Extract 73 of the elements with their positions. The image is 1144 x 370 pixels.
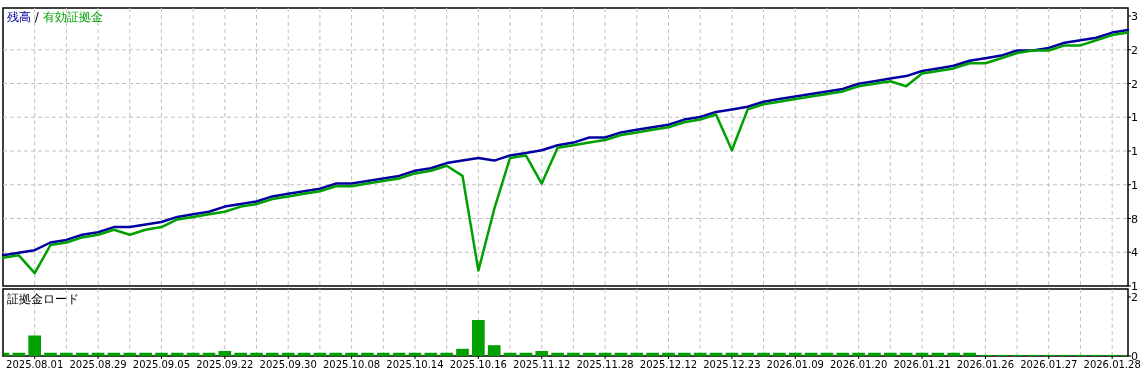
- text: 1: [1131, 111, 1138, 125]
- bar: [852, 352, 865, 356]
- bar: [678, 352, 691, 356]
- bar: [582, 352, 596, 356]
- text: 有効証拠金: [42, 10, 103, 24]
- x-tick-label: 2025.10.14: [386, 359, 444, 370]
- chart-subtitle: /: [31, 10, 43, 24]
- bar: [345, 352, 358, 356]
- text: 1: [1131, 280, 1138, 293]
- x-tick-label: 2025.09.30: [259, 359, 317, 370]
- bar: [630, 352, 644, 356]
- bar: [123, 352, 137, 356]
- bar: [836, 352, 850, 356]
- bar: [170, 352, 184, 356]
- x-tick-label: 2026.01.27: [1020, 359, 1078, 370]
- x-tick-label: 2025.08.01: [6, 359, 64, 370]
- x-tick-label: 2026.01.21: [893, 359, 951, 370]
- bar: [693, 352, 707, 356]
- x-tick-label: 2025.12.23: [703, 359, 761, 370]
- text: 残高: [7, 10, 31, 24]
- bar: [567, 352, 580, 356]
- x-tick-label: 2026.01.26: [956, 359, 1015, 370]
- bar: [155, 352, 168, 356]
- bar: [646, 352, 659, 356]
- x-tick-label: 2025.08.29: [69, 359, 127, 370]
- bar: [487, 345, 501, 356]
- bar: [947, 352, 961, 356]
- x-tick-label: 2025.09.22: [196, 359, 254, 370]
- x-tick-label: 2026.01.09: [766, 359, 824, 370]
- bar: [535, 350, 549, 356]
- bar: [440, 352, 453, 356]
- text: 2: [1131, 291, 1138, 304]
- bar: [218, 350, 232, 356]
- bar: [361, 352, 374, 356]
- x-tick-label: 2025.10.16: [449, 359, 507, 370]
- bar: [788, 352, 802, 356]
- text: 2: [1131, 43, 1138, 57]
- x-tick-label: 2025.10.08: [322, 359, 381, 370]
- text: 3: [1131, 10, 1138, 23]
- bar: [266, 352, 279, 356]
- x-tick-label: 2026.01.20: [830, 359, 888, 370]
- x-tick-label: 2025.12.12: [639, 359, 698, 370]
- text: 1: [1131, 178, 1138, 192]
- bar: [757, 352, 770, 356]
- bar: [28, 335, 42, 356]
- bar: [662, 352, 675, 356]
- bar: [75, 352, 89, 356]
- bar: [868, 352, 881, 356]
- bar: [773, 352, 786, 356]
- text: 2: [1131, 77, 1138, 91]
- x-tick-label: 2025.09.05: [132, 359, 191, 370]
- bar: [424, 352, 438, 356]
- bar: [456, 348, 469, 356]
- bar: [376, 352, 390, 356]
- bar: [329, 352, 343, 356]
- chart-title: 証拠金ロード: [7, 292, 79, 306]
- bar: [899, 352, 913, 356]
- text: 4: [1131, 246, 1138, 260]
- bar: [741, 352, 755, 356]
- bar: [281, 352, 295, 356]
- bar: [250, 352, 263, 356]
- x-tick-label: 2025.11.12: [513, 359, 571, 370]
- text: 1: [1131, 145, 1138, 158]
- bar: [60, 352, 73, 356]
- bar: [472, 320, 485, 356]
- bar: [139, 352, 152, 356]
- bar: [234, 352, 248, 356]
- bar: [551, 352, 564, 356]
- bar: [883, 352, 897, 356]
- bar: [44, 352, 57, 356]
- x-tick-label: 2025.11.28: [576, 359, 634, 370]
- bar: [963, 352, 976, 356]
- text: 8: [1131, 212, 1138, 226]
